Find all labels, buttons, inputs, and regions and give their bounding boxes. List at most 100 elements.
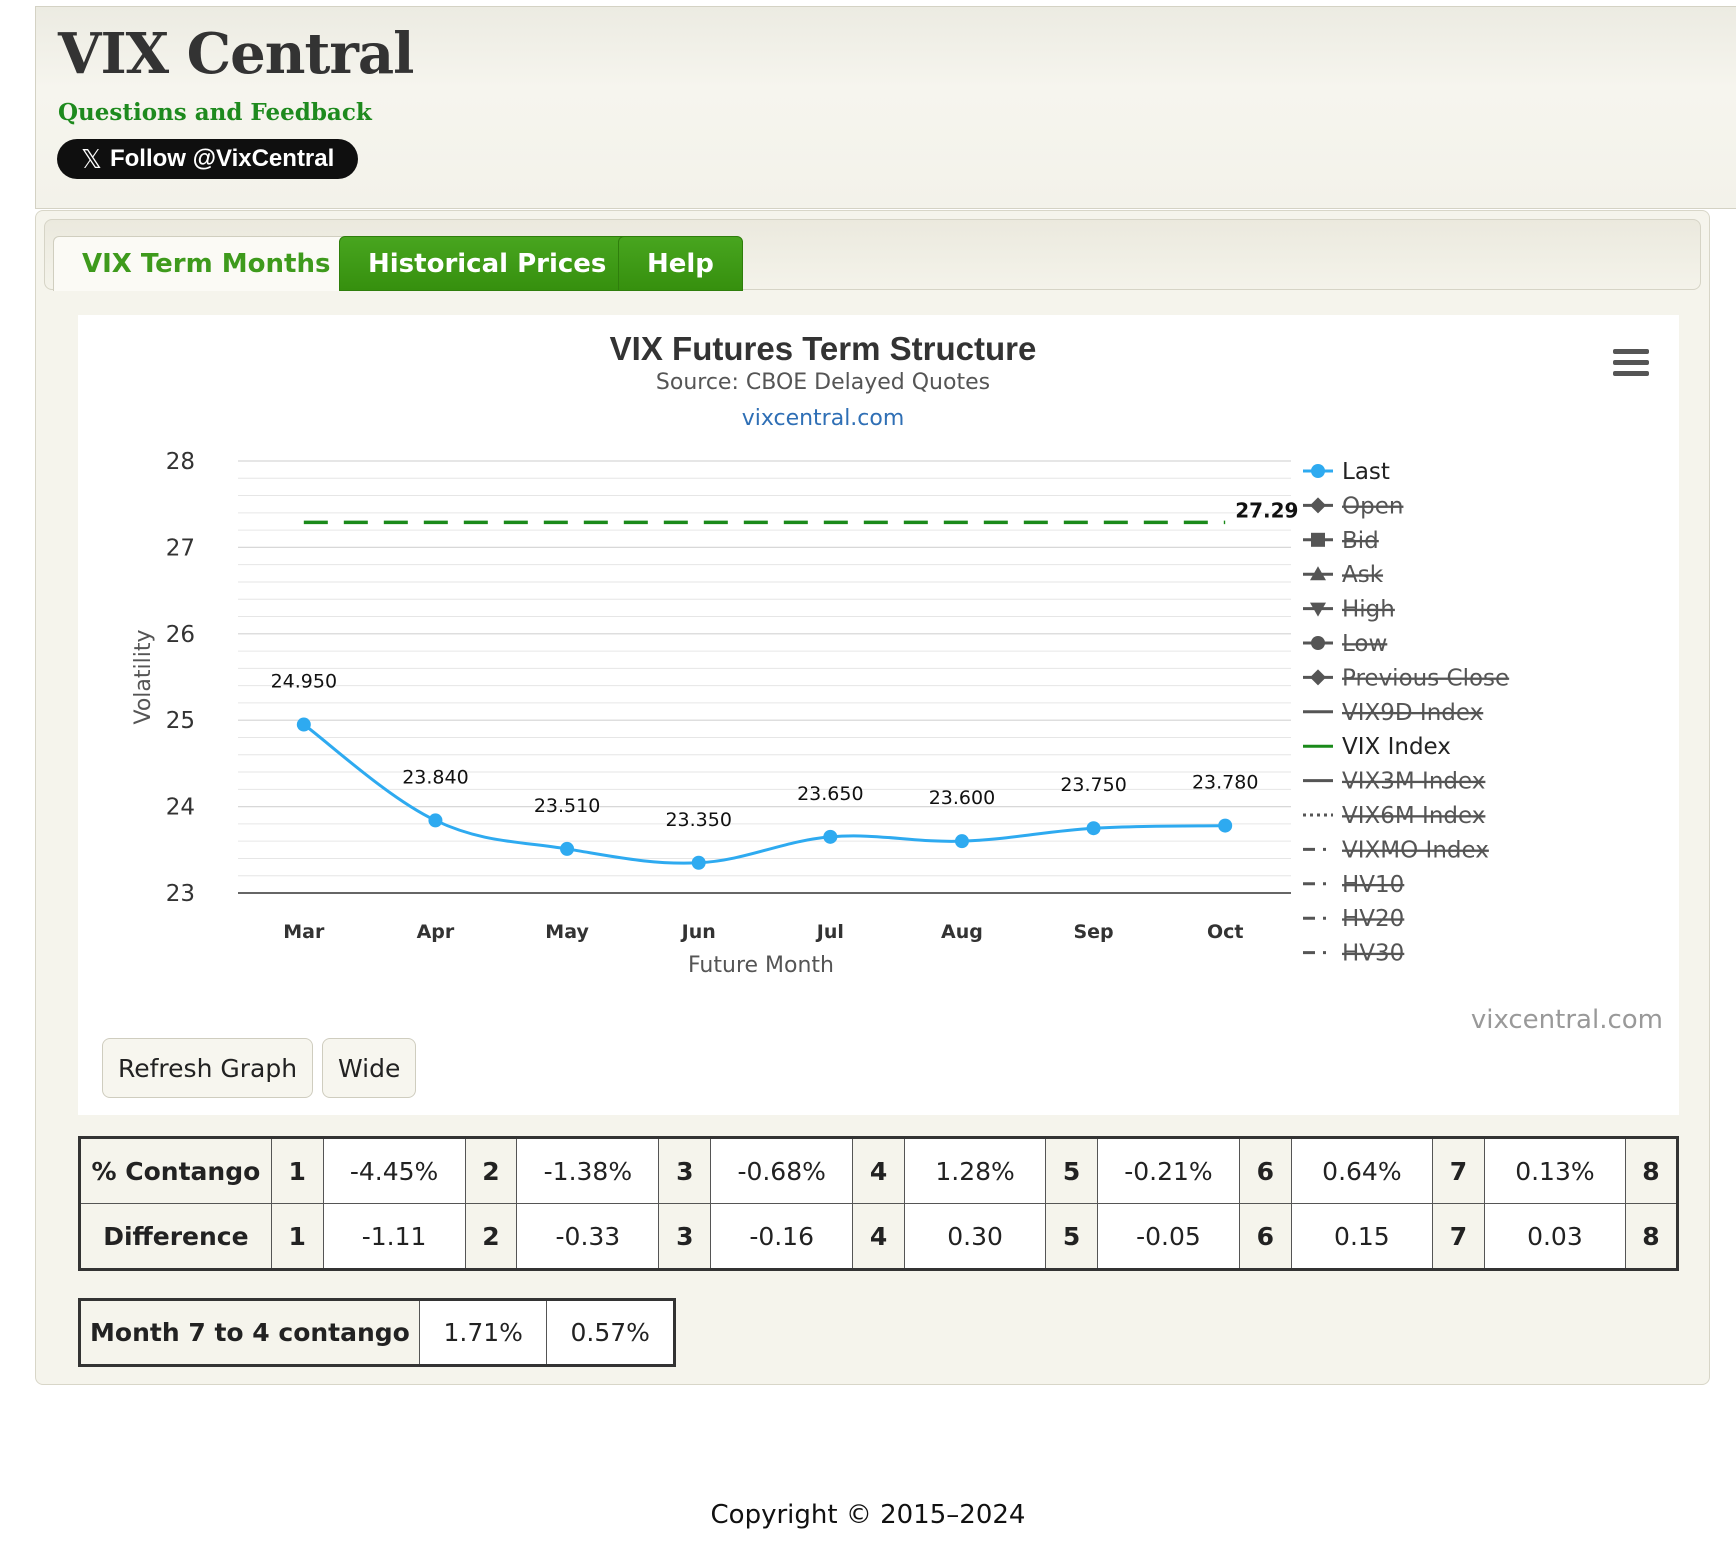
y-axis-title: Volatility: [131, 629, 156, 724]
y-tick-label: 28: [166, 449, 195, 475]
wide-button[interactable]: Wide: [322, 1038, 417, 1098]
cell-value: 0.64%: [1290, 1137, 1433, 1204]
x-tick-label: Aug: [941, 921, 983, 943]
cell-value: -0.16: [710, 1203, 854, 1270]
chart-title: VIX Futures Term Structure: [610, 330, 1037, 367]
legend-item[interactable]: Open: [1342, 493, 1403, 519]
data-point: [428, 813, 443, 828]
month-number: 8: [1625, 1203, 1678, 1270]
month-number: 2: [464, 1203, 518, 1270]
y-tick-label: 25: [166, 708, 195, 734]
legend-item[interactable]: HV30: [1342, 941, 1404, 967]
cell-value: -0.33: [516, 1203, 660, 1270]
data-point: [691, 855, 706, 870]
data-point: [560, 841, 575, 856]
data-point: [1218, 818, 1233, 833]
main-panel: VIX Term Months Historical Prices Help V…: [35, 210, 1710, 1385]
y-tick-label: 23: [166, 881, 195, 907]
legend-item[interactable]: VIX9D Index: [1342, 700, 1483, 726]
cell-value: 1.28%: [903, 1137, 1047, 1204]
tab-historical-prices[interactable]: Historical Prices: [339, 236, 636, 291]
month-number: 3: [658, 1137, 712, 1204]
x-tick-label: Oct: [1207, 921, 1244, 943]
chart-credits: vixcentral.com: [1471, 1005, 1663, 1035]
legend-item[interactable]: Previous Close: [1342, 665, 1509, 691]
month-number: 7: [1431, 1137, 1485, 1204]
y-tick-label: 27: [166, 535, 195, 561]
contango-table: % Contango 1 -4.45% 2 -1.38% 3 -0.68% 4 1.28% 5 -0…: [78, 1136, 1679, 1271]
term-structure-chart: VIX Futures Term Structure Source: CBOE D…: [78, 315, 1679, 1115]
month-number: 5: [1045, 1137, 1098, 1204]
data-label: 23.650: [797, 783, 863, 805]
legend-item[interactable]: High: [1342, 597, 1395, 623]
legend-marker: [1311, 532, 1325, 547]
chart-menu-icon[interactable]: [1613, 349, 1649, 379]
legend-item[interactable]: Bid: [1342, 528, 1379, 554]
month-number: 8: [1625, 1137, 1678, 1204]
data-point: [954, 834, 969, 849]
row-label: Difference: [79, 1203, 272, 1270]
x-tick-label: Apr: [417, 921, 455, 943]
month-number: 1: [270, 1137, 324, 1204]
tab-bar: VIX Term Months Historical Prices Help: [44, 219, 1701, 291]
data-label: 23.780: [1192, 772, 1258, 794]
month-number: 2: [464, 1137, 518, 1204]
cell-value: 0.13%: [1483, 1137, 1627, 1204]
legend-item[interactable]: VIX6M Index: [1342, 803, 1485, 829]
legend-item[interactable]: Last: [1342, 459, 1390, 485]
legend-marker: [1311, 636, 1325, 650]
cell-value: -0.05: [1096, 1203, 1240, 1270]
follow-button[interactable]: 𝕏 Follow @VixCentral: [57, 139, 359, 179]
row-label: % Contango: [79, 1137, 272, 1204]
site-title[interactable]: VIX Central: [58, 21, 414, 87]
month-number: 7: [1431, 1203, 1485, 1270]
data-point: [296, 717, 311, 732]
data-point: [823, 829, 838, 844]
legend-marker: [1311, 464, 1325, 478]
data-label: 23.350: [665, 809, 731, 831]
cell-value: -1.11: [322, 1203, 466, 1270]
x-tick-label: Jul: [815, 921, 844, 943]
chart-subtitle-link: vixcentral.com: [742, 406, 905, 431]
follow-label: Follow @VixCentral: [109, 145, 335, 172]
x-tick-label: Mar: [283, 921, 325, 943]
x-tick-label: May: [545, 921, 589, 943]
month-contango-value-1: 1.71%: [418, 1299, 548, 1366]
legend-item[interactable]: Ask: [1342, 562, 1384, 588]
legend-item[interactable]: VIXMO Index: [1342, 837, 1489, 863]
month-number: 3: [658, 1203, 712, 1270]
feedback-link[interactable]: Questions and Feedback: [58, 99, 372, 126]
x-logo-icon: 𝕏: [81, 144, 102, 174]
table-row: Difference 1 -1.11 2 -0.33 3 -0.16 4 0.30 5 -0.05 6…: [79, 1203, 1678, 1270]
legend-item[interactable]: VIX Index: [1342, 734, 1451, 760]
legend-marker: [1310, 602, 1326, 617]
y-tick-label: 24: [166, 795, 195, 821]
cell-value: 0.03: [1483, 1203, 1627, 1270]
legend-marker: [1310, 497, 1326, 514]
month-number: 6: [1238, 1137, 1292, 1204]
data-label: 23.510: [534, 795, 600, 817]
data-label: 23.840: [402, 766, 468, 788]
legend-item[interactable]: VIX3M Index: [1342, 769, 1485, 795]
cell-value: -1.38%: [516, 1137, 660, 1204]
table-row: % Contango 1 -4.45% 2 -1.38% 3 -0.68% 4 1.28% 5 -0…: [79, 1137, 1678, 1204]
legend-item[interactable]: HV20: [1342, 906, 1404, 932]
legend-item[interactable]: HV10: [1342, 872, 1404, 898]
month-number: 4: [852, 1203, 905, 1270]
cell-value: 0.15: [1290, 1203, 1433, 1270]
month-number: 4: [852, 1137, 905, 1204]
tab-help[interactable]: Help: [618, 236, 743, 291]
data-point: [1086, 821, 1101, 836]
legend-item[interactable]: Low: [1342, 631, 1387, 657]
refresh-graph-button[interactable]: Refresh Graph: [102, 1038, 314, 1098]
cell-value: 0.30: [903, 1203, 1047, 1270]
legend-marker: [1310, 669, 1326, 686]
chart-svg: VIX Futures Term Structure Source: CBOE D…: [131, 330, 1663, 1035]
data-label: 23.750: [1060, 774, 1126, 796]
month-number: 6: [1238, 1203, 1292, 1270]
tab-vix-term-months[interactable]: VIX Term Months: [53, 236, 360, 291]
y-tick-label: 26: [166, 622, 195, 648]
data-label: 23.600: [929, 787, 995, 809]
chart-subtitle: Source: CBOE Delayed Quotes: [656, 370, 990, 395]
cell-value: -4.45%: [322, 1137, 466, 1204]
